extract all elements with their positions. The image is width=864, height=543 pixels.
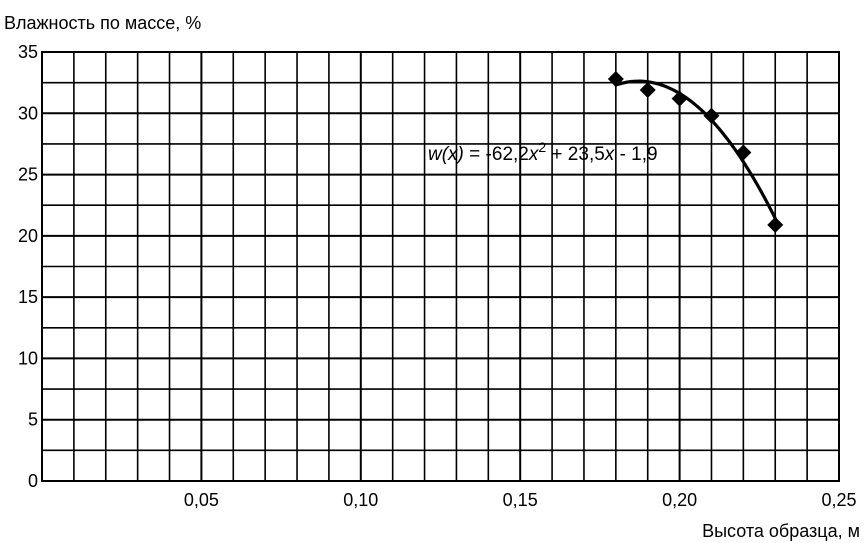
grid bbox=[42, 52, 839, 481]
x-axis-title: Высота образца, м bbox=[702, 521, 860, 541]
trendline-equation: w(x) = -62,2x2 + 23,5x - 1,9 bbox=[428, 139, 658, 165]
x-tick-label: 0,10 bbox=[343, 490, 378, 510]
y-tick-label: 10 bbox=[18, 348, 38, 368]
equation-exponent: 2 bbox=[538, 139, 546, 155]
equation-x-squared: x bbox=[528, 144, 540, 165]
x-tick-label: 0,15 bbox=[503, 490, 538, 510]
x-tick-labels: 0,05 0,10 0,15 0,20 0,25 bbox=[184, 490, 857, 510]
data-point bbox=[703, 107, 720, 124]
y-tick-label: 20 bbox=[18, 226, 38, 246]
x-tick-label: 0,25 bbox=[821, 490, 856, 510]
plot-frame bbox=[41, 51, 840, 482]
equation-x: x bbox=[604, 144, 616, 165]
data-point bbox=[607, 70, 624, 87]
x-tick-label: 0,05 bbox=[184, 490, 219, 510]
y-tick-labels: 0 5 10 15 20 25 30 35 bbox=[18, 42, 38, 491]
equation-lhs: w(x) bbox=[428, 144, 464, 165]
data-point bbox=[671, 90, 688, 107]
y-tick-label: 0 bbox=[28, 471, 38, 491]
trendline bbox=[614, 79, 777, 221]
data-points bbox=[607, 70, 784, 233]
y-tick-label: 15 bbox=[18, 287, 38, 307]
data-point bbox=[639, 81, 656, 98]
y-tick-label: 35 bbox=[18, 42, 38, 62]
y-axis-title: Влажность по массе, % bbox=[4, 13, 201, 33]
data-point bbox=[735, 144, 752, 161]
equation-term-b: + 23,5 bbox=[546, 144, 605, 165]
y-tick-label: 5 bbox=[28, 410, 38, 430]
data-point bbox=[767, 216, 784, 233]
y-tick-label: 25 bbox=[18, 165, 38, 185]
equation-term-a: = -62,2 bbox=[464, 144, 529, 165]
y-tick-label: 30 bbox=[18, 103, 38, 123]
x-tick-label: 0,20 bbox=[662, 490, 697, 510]
equation-term-c: - 1,9 bbox=[614, 144, 657, 165]
